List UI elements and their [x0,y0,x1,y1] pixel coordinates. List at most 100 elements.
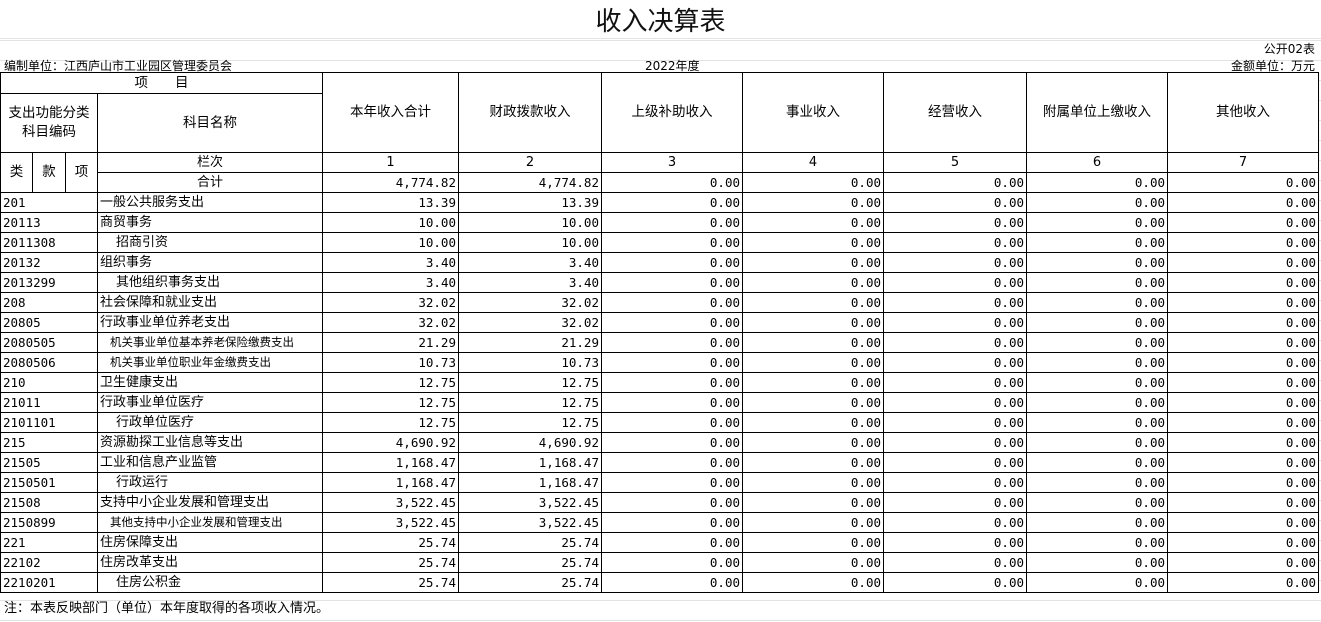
amount-cell[interactable]: 0.00 [883,512,1027,533]
amount-cell[interactable]: 0.00 [1167,212,1319,233]
amount-cell[interactable]: 10.00 [458,212,602,233]
subject-name[interactable]: 行政运行 [97,472,323,493]
subject-code[interactable]: 2080506 [0,352,98,373]
subject-name[interactable]: 社会保障和就业支出 [97,292,323,313]
amount-cell[interactable]: 13.39 [322,192,459,213]
amount-cell[interactable]: 1,168.47 [458,452,602,473]
subject-code[interactable]: 21508 [0,492,98,513]
subject-code[interactable]: 20113 [0,212,98,233]
amount-cell[interactable]: 0.00 [1167,572,1319,593]
subject-name[interactable]: 支持中小企业发展和管理支出 [97,492,323,513]
amount-cell[interactable]: 0.00 [1167,492,1319,513]
amount-cell[interactable]: 0.00 [742,312,884,333]
amount-cell[interactable]: 0.00 [601,252,743,273]
total-cell[interactable]: 0.00 [1167,172,1319,193]
amount-cell[interactable]: 12.75 [458,392,602,413]
amount-cell[interactable]: 0.00 [883,212,1027,233]
amount-cell[interactable]: 0.00 [742,232,884,253]
amount-cell[interactable]: 0.00 [1167,472,1319,493]
subject-name[interactable]: 卫生健康支出 [97,372,323,393]
amount-cell[interactable]: 3,522.45 [458,512,602,533]
amount-cell[interactable]: 0.00 [883,492,1027,513]
amount-cell[interactable]: 0.00 [883,292,1027,313]
amount-cell[interactable]: 0.00 [601,332,743,353]
amount-cell[interactable]: 0.00 [883,552,1027,573]
amount-cell[interactable]: 0.00 [1026,452,1168,473]
amount-cell[interactable]: 1,168.47 [458,472,602,493]
amount-cell[interactable]: 0.00 [883,452,1027,473]
amount-cell[interactable]: 12.75 [458,412,602,433]
amount-cell[interactable]: 0.00 [601,372,743,393]
amount-cell[interactable]: 0.00 [1167,192,1319,213]
amount-cell[interactable]: 0.00 [1026,292,1168,313]
amount-cell[interactable]: 0.00 [1026,472,1168,493]
amount-cell[interactable]: 32.02 [458,292,602,313]
subject-name[interactable]: 住房改革支出 [97,552,323,573]
amount-cell[interactable]: 25.74 [322,552,459,573]
total-cell[interactable]: 0.00 [1026,172,1168,193]
amount-cell[interactable]: 0.00 [601,412,743,433]
amount-cell[interactable]: 12.75 [458,372,602,393]
amount-cell[interactable]: 0.00 [1167,552,1319,573]
amount-cell[interactable]: 10.73 [458,352,602,373]
amount-cell[interactable]: 32.02 [458,312,602,333]
amount-cell[interactable]: 0.00 [1167,312,1319,333]
total-cell[interactable]: 4,774.82 [322,172,459,193]
amount-cell[interactable]: 0.00 [883,272,1027,293]
amount-cell[interactable]: 0.00 [1026,192,1168,213]
amount-cell[interactable]: 0.00 [1026,252,1168,273]
subject-code[interactable]: 20132 [0,252,98,273]
amount-cell[interactable]: 21.29 [458,332,602,353]
amount-cell[interactable]: 0.00 [1026,372,1168,393]
amount-cell[interactable]: 0.00 [883,532,1027,553]
amount-cell[interactable]: 0.00 [883,192,1027,213]
subject-code[interactable]: 2101101 [0,412,98,433]
amount-cell[interactable]: 0.00 [883,312,1027,333]
amount-cell[interactable]: 0.00 [1026,512,1168,533]
amount-cell[interactable]: 0.00 [601,232,743,253]
amount-cell[interactable]: 25.74 [458,532,602,553]
amount-cell[interactable]: 0.00 [1167,412,1319,433]
subject-name[interactable]: 工业和信息产业监管 [97,452,323,473]
amount-cell[interactable]: 0.00 [1026,272,1168,293]
amount-cell[interactable]: 12.75 [322,372,459,393]
amount-cell[interactable]: 0.00 [742,532,884,553]
amount-cell[interactable]: 0.00 [883,232,1027,253]
subject-name[interactable]: 组织事务 [97,252,323,273]
total-cell[interactable]: 0.00 [742,172,884,193]
amount-cell[interactable]: 13.39 [458,192,602,213]
amount-cell[interactable]: 0.00 [742,472,884,493]
amount-cell[interactable]: 0.00 [883,572,1027,593]
subject-code[interactable]: 21505 [0,452,98,473]
amount-cell[interactable]: 0.00 [883,432,1027,453]
subject-name[interactable]: 机关事业单位职业年金缴费支出 [97,352,323,373]
amount-cell[interactable]: 25.74 [458,572,602,593]
amount-cell[interactable]: 0.00 [1026,332,1168,353]
subject-name[interactable]: 其他组织事务支出 [97,272,323,293]
amount-cell[interactable]: 0.00 [1026,312,1168,333]
amount-cell[interactable]: 0.00 [742,512,884,533]
amount-cell[interactable]: 0.00 [601,272,743,293]
amount-cell[interactable]: 3.40 [322,252,459,273]
amount-cell[interactable]: 0.00 [1167,252,1319,273]
amount-cell[interactable]: 0.00 [883,412,1027,433]
amount-cell[interactable]: 0.00 [1167,372,1319,393]
subject-name[interactable]: 其他支持中小企业发展和管理支出 [97,512,323,533]
subject-code[interactable]: 2011308 [0,232,98,253]
amount-cell[interactable]: 0.00 [601,212,743,233]
amount-cell[interactable]: 0.00 [742,432,884,453]
amount-cell[interactable]: 3,522.45 [322,512,459,533]
amount-cell[interactable]: 0.00 [1026,212,1168,233]
amount-cell[interactable]: 0.00 [742,392,884,413]
amount-cell[interactable]: 0.00 [1026,552,1168,573]
amount-cell[interactable]: 0.00 [1026,392,1168,413]
subject-name[interactable]: 住房保障支出 [97,532,323,553]
total-cell[interactable]: 0.00 [883,172,1027,193]
amount-cell[interactable]: 0.00 [742,252,884,273]
subject-name[interactable]: 一般公共服务支出 [97,192,323,213]
amount-cell[interactable]: 0.00 [883,332,1027,353]
amount-cell[interactable]: 0.00 [1026,532,1168,553]
amount-cell[interactable]: 0.00 [742,492,884,513]
subject-name[interactable]: 住房公积金 [97,572,323,593]
amount-cell[interactable]: 10.73 [322,352,459,373]
